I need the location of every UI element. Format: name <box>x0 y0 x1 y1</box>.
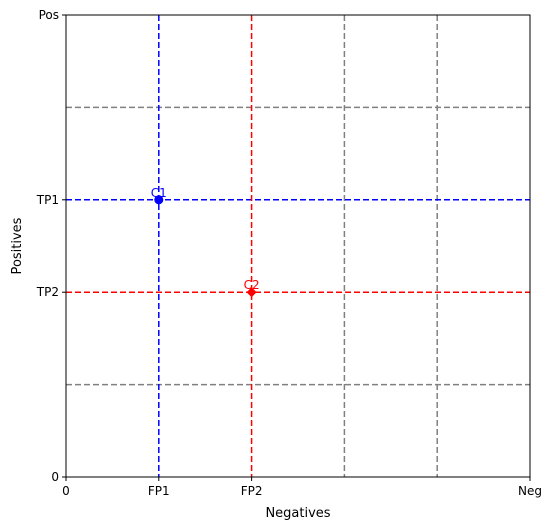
point-marker <box>246 287 257 298</box>
grid-lines <box>66 15 530 477</box>
x-axis-label: Negatives <box>265 506 330 521</box>
point-guide-lines <box>66 15 530 477</box>
point-label: C1 <box>151 186 167 200</box>
x-tick-label: Neg <box>518 484 542 498</box>
x-tick-label: FP2 <box>241 484 263 498</box>
data-points: C1 C2 <box>151 186 260 298</box>
y-tick-label: TP1 <box>36 193 59 207</box>
x-tick-label: FP1 <box>148 484 170 498</box>
y-tick-label: TP2 <box>36 285 59 299</box>
plot-area <box>66 15 530 477</box>
plot-frame <box>65 14 531 478</box>
point-label: C2 <box>244 278 260 292</box>
y-axis-label: Positives <box>10 217 25 274</box>
x-tick-label: 0 <box>62 484 70 498</box>
y-axis-ticks: 0 TP2 TP1 Pos <box>36 8 66 484</box>
point-marker <box>154 195 164 205</box>
x-axis-ticks: 0 FP1 FP2 Neg <box>62 477 542 498</box>
y-tick-label: Pos <box>39 8 59 22</box>
y-tick-label: 0 <box>51 470 59 484</box>
